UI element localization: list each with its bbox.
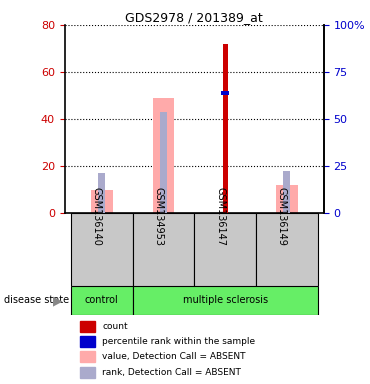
Bar (283, 171, 290, 213)
Bar (223, 44, 228, 213)
Text: multiple sclerosis: multiple sclerosis (182, 295, 268, 306)
Bar (71, 286, 132, 315)
Text: disease state: disease state (4, 295, 69, 306)
Bar (153, 98, 174, 213)
Bar (71, 213, 132, 286)
Bar (98, 173, 105, 213)
Text: percentile rank within the sample: percentile rank within the sample (102, 337, 255, 346)
Bar (221, 91, 229, 95)
Bar (194, 213, 256, 286)
Bar (80, 336, 95, 347)
Bar (132, 286, 317, 315)
Text: rank, Detection Call = ABSENT: rank, Detection Call = ABSENT (102, 367, 241, 377)
Bar (80, 367, 95, 378)
Title: GDS2978 / 201389_at: GDS2978 / 201389_at (125, 11, 263, 24)
Text: GSM136149: GSM136149 (277, 187, 287, 246)
Text: GSM136147: GSM136147 (215, 187, 225, 246)
Text: ▶: ▶ (53, 294, 62, 307)
Text: GSM136140: GSM136140 (92, 187, 102, 246)
Bar (91, 190, 112, 213)
Bar (160, 112, 167, 213)
Bar (256, 213, 317, 286)
Bar (276, 185, 297, 213)
Bar (80, 351, 95, 362)
Bar (80, 321, 95, 332)
Text: GSM134953: GSM134953 (154, 187, 164, 246)
Bar (132, 213, 194, 286)
Text: value, Detection Call = ABSENT: value, Detection Call = ABSENT (102, 352, 246, 361)
Text: count: count (102, 321, 128, 331)
Text: control: control (85, 295, 119, 306)
